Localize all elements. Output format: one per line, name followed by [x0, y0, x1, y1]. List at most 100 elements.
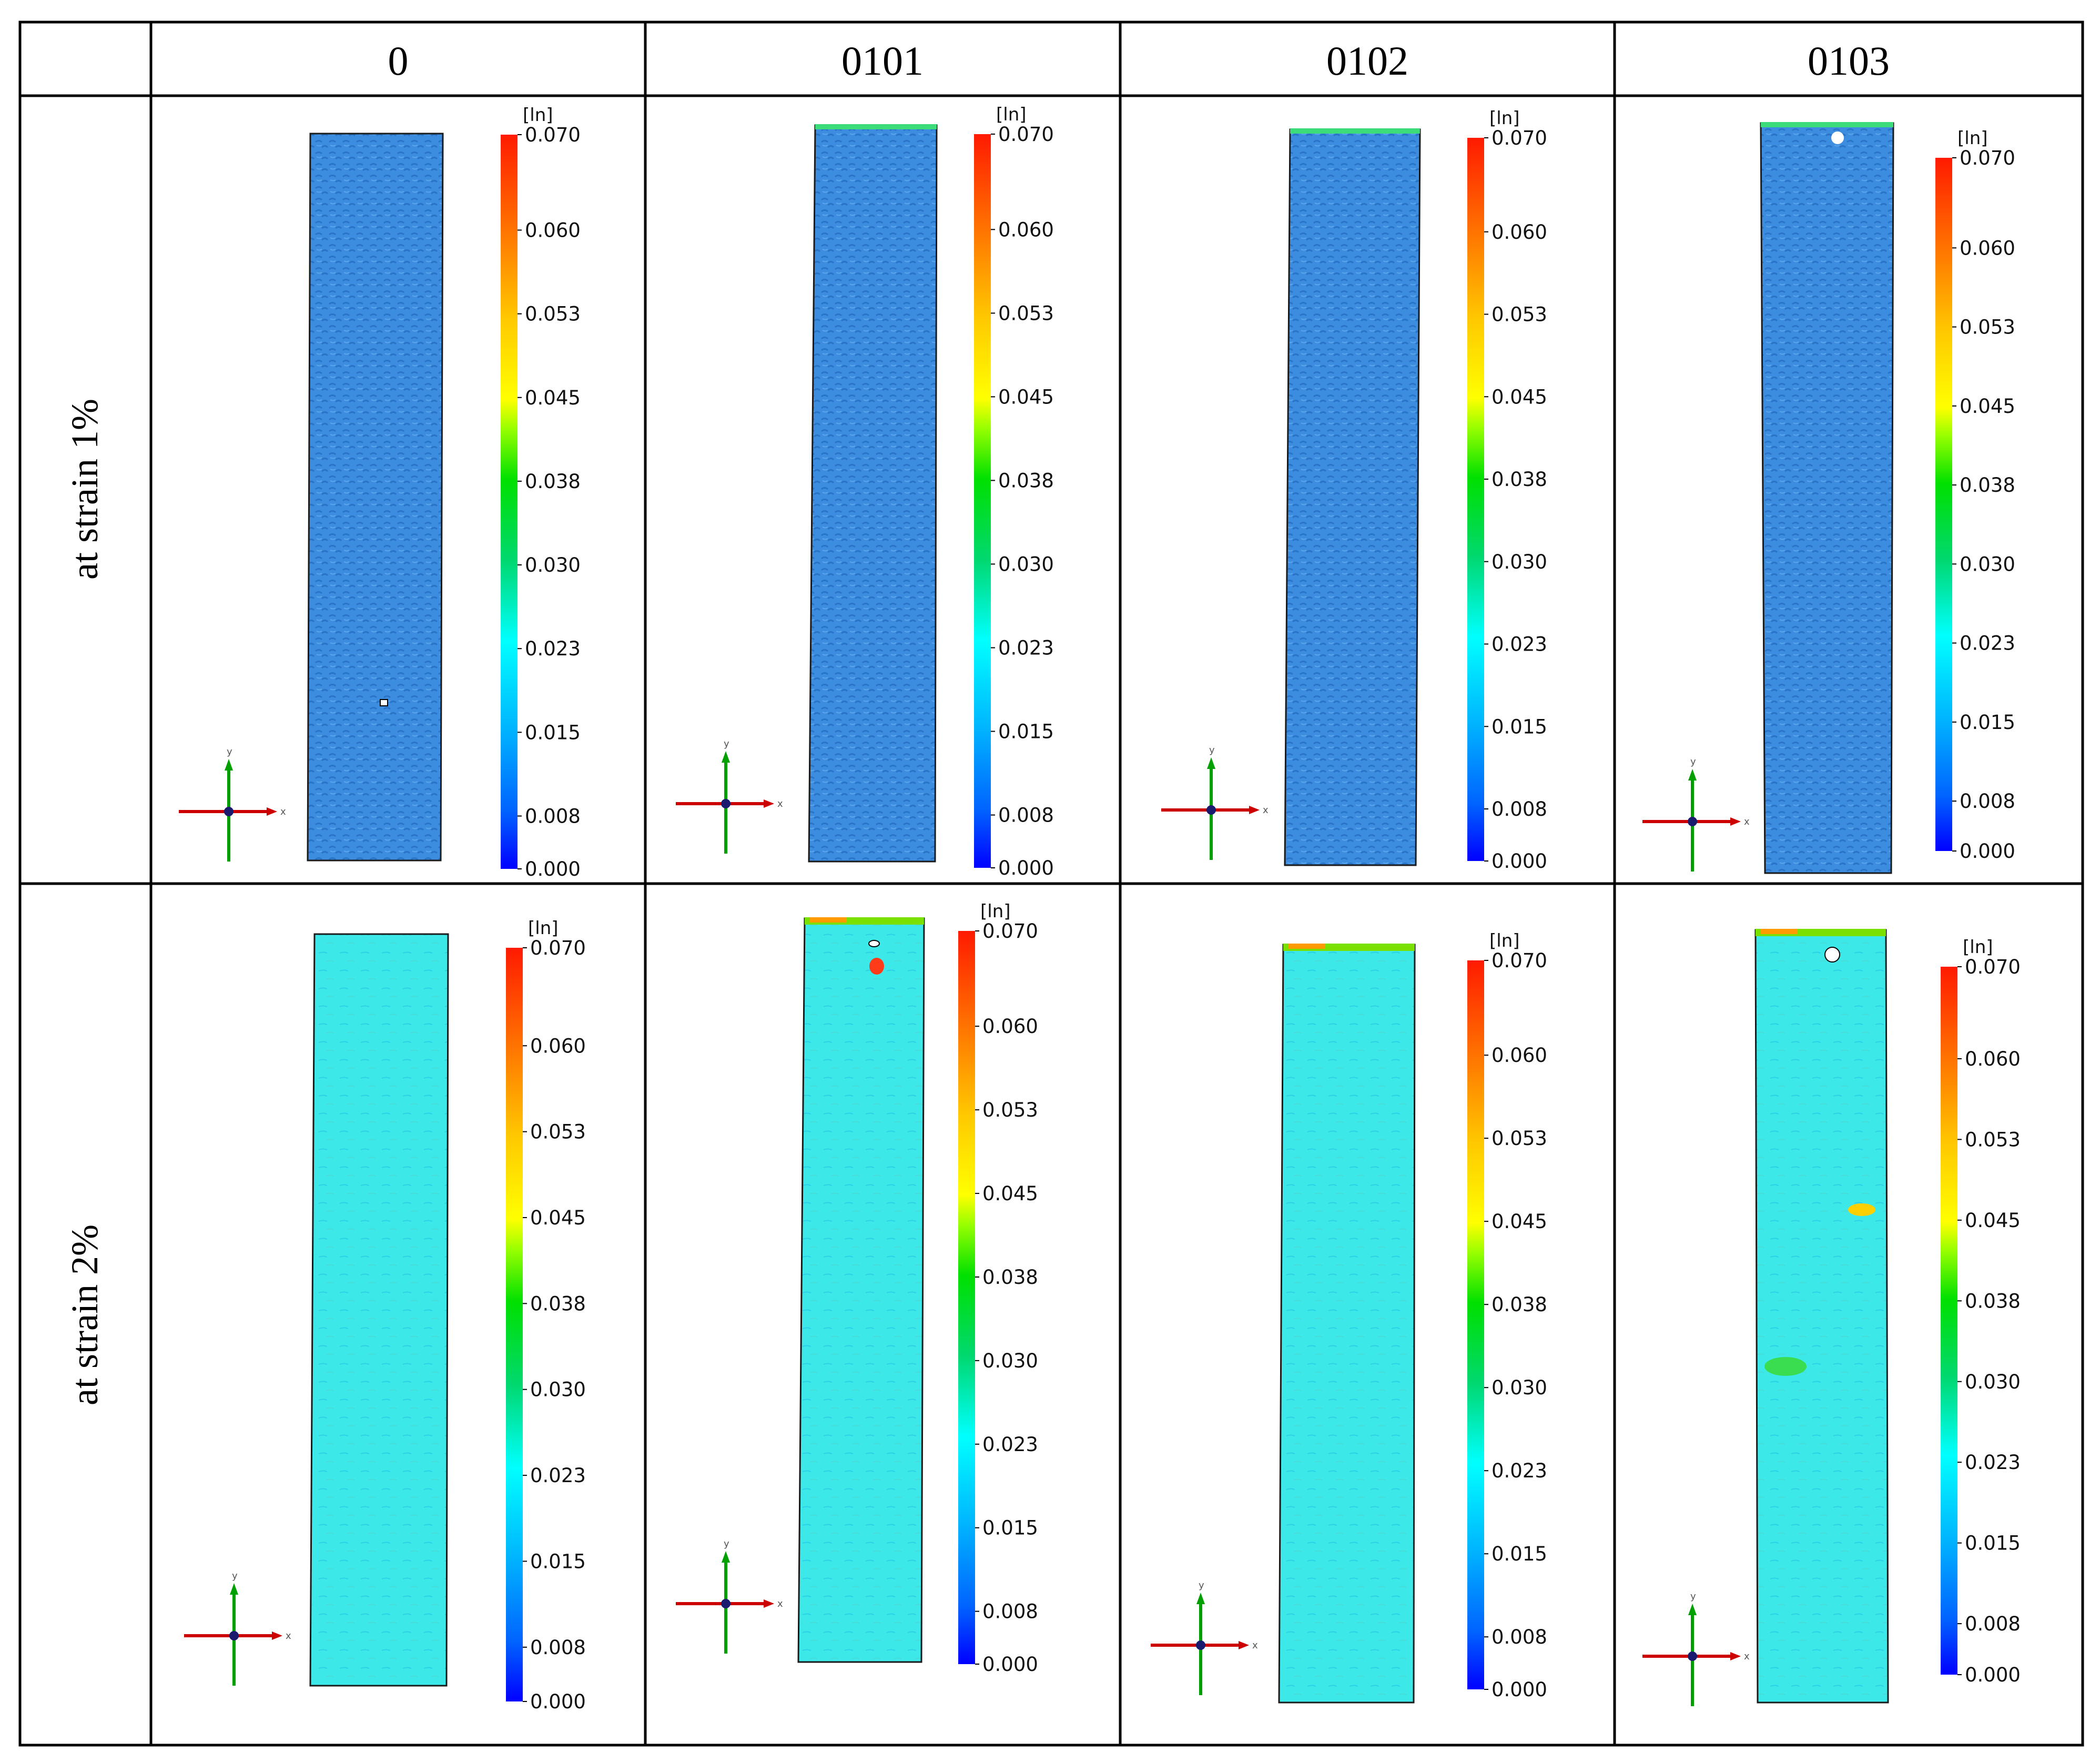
specimen-top-band: [1290, 128, 1420, 134]
colorbar-tick-label: 0.023: [1965, 1451, 2021, 1474]
x-axis-label: x: [1263, 805, 1269, 816]
panel-strain1-0103: [ln]0.070 0.060 0.053 0.045 0.038 0.030 0.023 0…: [1642, 122, 2015, 874]
panel-strain1-0102: [ln]0.070 0.060 0.053 0.045 0.038 0.030 0.023 0…: [1161, 108, 1547, 873]
colorbar-tick-label: 0.023: [1960, 632, 2015, 655]
specimen-hole: [1831, 131, 1844, 144]
colorbar: [958, 931, 975, 1664]
specimen-top-band: [1761, 122, 1893, 127]
colorbar: [506, 948, 523, 1701]
colorbar-tick-label: 0.060: [1965, 1048, 2021, 1070]
specimen-strain-field: [1760, 122, 1894, 874]
column-header-0: 0: [388, 38, 409, 84]
colorbar-tick-label: 0.008: [525, 805, 581, 827]
table-grid: [18, 21, 2084, 1747]
colorbar-tick-label: 0.070: [998, 123, 1054, 146]
colorbar: [974, 134, 991, 868]
colorbar-unit-label: [ln]: [1963, 937, 1993, 958]
colorbar-tick-label: 0.000: [1960, 840, 2015, 863]
colorbar-unit-label: [ln]: [980, 901, 1011, 922]
colorbar-tick-label: 0.053: [1960, 316, 2015, 339]
colorbar: [1935, 158, 1952, 851]
colorbar-tick-label: 0.053: [982, 1099, 1038, 1121]
colorbar-tick-label: 0.045: [525, 387, 581, 409]
y-axis-arrowhead: [1688, 1604, 1697, 1615]
colorbar-tick-label: 0.060: [530, 1035, 586, 1057]
axis-origin: [721, 799, 731, 808]
colorbar: [1467, 960, 1484, 1689]
colorbar-tick-label: 0.053: [525, 303, 581, 326]
axis-origin: [1206, 805, 1216, 815]
colorbar-tick-label: 0.070: [1960, 147, 2015, 169]
x-axis-label: x: [1744, 1651, 1750, 1662]
colorbar: [1941, 967, 1957, 1675]
specimen-strain-field: [797, 917, 925, 1663]
colorbar-tick-label: 0.038: [1492, 1293, 1547, 1316]
x-axis-arrowhead: [764, 1599, 774, 1608]
specimen-hot-spot: [1848, 1203, 1875, 1216]
colorbar-tick-label: 0.008: [1492, 798, 1547, 820]
colorbar-tick-label: 0.015: [1492, 715, 1547, 738]
colorbar-tick-label: 0.030: [530, 1379, 586, 1401]
y-axis-arrowhead: [1688, 769, 1697, 781]
colorbar-tick-label: 0.070: [530, 937, 586, 959]
row-label-strain-2: at strain 2%: [64, 1224, 106, 1405]
colorbar-tick-label: 0.060: [998, 218, 1054, 241]
x-axis-arrowhead: [272, 1632, 282, 1640]
x-axis-arrowhead: [1239, 1641, 1249, 1649]
colorbar-tick-label: 0.000: [998, 857, 1054, 879]
colorbar-tick-label: 0.045: [1965, 1209, 2021, 1232]
y-axis-arrowhead: [1207, 757, 1215, 769]
colorbar-tick-label: 0.053: [1492, 1127, 1547, 1150]
colorbar-tick-label: 0.070: [982, 920, 1038, 943]
colorbar-tick-label: 0.008: [1492, 1626, 1547, 1648]
axis-origin: [1688, 1651, 1697, 1661]
row-label-strain-1: at strain 1%: [64, 399, 106, 580]
panel-strain2-0101: [ln]0.070 0.060 0.053 0.045 0.038 0.030 0.023 0…: [676, 901, 1038, 1676]
specimen-top-band: [815, 124, 937, 129]
axis-origin: [224, 807, 234, 816]
colorbar-unit-label: [ln]: [1489, 930, 1520, 951]
colorbar-unit-label: [ln]: [1957, 128, 1988, 149]
panel-strain1-0101: [ln]0.070 0.060 0.053 0.045 0.038 0.030 0.023 0…: [676, 104, 1054, 879]
colorbar-tick-label: 0.030: [998, 553, 1054, 575]
axis-origin: [1688, 817, 1697, 826]
colorbar-tick-label: 0.030: [1492, 551, 1547, 573]
colorbar-tick-label: 0.038: [998, 469, 1054, 492]
colorbar-tick-label: 0.045: [1492, 1210, 1547, 1233]
colorbar-tick-label: 0.015: [982, 1517, 1038, 1539]
colorbar-tick-label: 0.070: [525, 124, 581, 146]
x-axis-arrowhead: [1730, 1652, 1741, 1660]
colorbar-tick-label: 0.045: [998, 386, 1054, 408]
colorbar-tick-label: 0.053: [1492, 303, 1547, 326]
column-header-0103: 0103: [1808, 38, 1890, 84]
colorbar-tick-label: 0.015: [998, 721, 1054, 743]
colorbar-tick-label: 0.008: [982, 1600, 1038, 1623]
colorbar-tick-label: 0.030: [1960, 553, 2015, 575]
colorbar-tick-label: 0.023: [530, 1464, 586, 1487]
colorbar-tick-label: 0.000: [525, 858, 581, 880]
y-axis-arrowhead: [230, 1583, 238, 1595]
specimen-hot-spot: [1764, 1357, 1807, 1376]
colorbar-tick-label: 0.000: [1965, 1664, 2021, 1686]
y-axis-label: y: [724, 1538, 729, 1549]
y-axis-arrowhead: [722, 1551, 730, 1563]
colorbar-tick-label: 0.045: [530, 1207, 586, 1229]
y-axis-label: y: [1209, 745, 1215, 756]
colorbar-tick-label: 0.045: [1492, 386, 1547, 408]
x-axis-label: x: [1252, 1640, 1258, 1651]
colorbar-tick-label: 0.053: [530, 1121, 586, 1143]
x-axis-label: x: [777, 798, 783, 809]
specimen-strain-field: [309, 933, 449, 1687]
x-axis-arrowhead: [1730, 817, 1741, 826]
specimen-hole: [380, 699, 388, 706]
specimen-strain-field: [1284, 128, 1421, 866]
colorbar-tick-label: 0.023: [998, 637, 1054, 660]
y-axis-label: y: [1199, 1580, 1204, 1591]
colorbar-tick-label: 0.000: [1492, 1678, 1547, 1701]
specimen-hot-spot: [1761, 929, 1798, 934]
colorbar-tick-label: 0.038: [530, 1292, 586, 1315]
panel-strain2-0: [ln]0.070 0.060 0.053 0.045 0.038 0.030 0.023 0…: [184, 918, 586, 1713]
colorbar-tick-label: 0.045: [1960, 395, 2015, 418]
colorbar-tick-label: 0.000: [530, 1690, 586, 1713]
column-header-0102: 0102: [1326, 38, 1408, 84]
